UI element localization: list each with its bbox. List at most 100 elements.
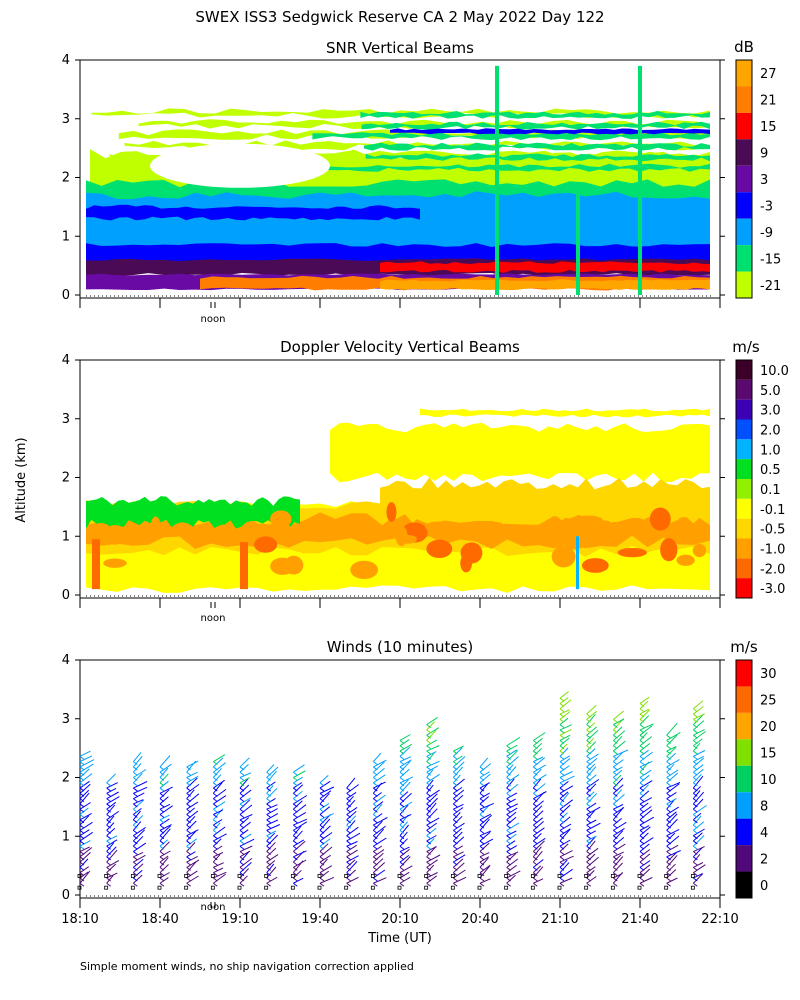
wind-barb	[666, 835, 680, 847]
colorbar-label: 20	[760, 720, 777, 735]
calm-wind-marker	[664, 874, 669, 878]
wind-barb-flag	[373, 845, 378, 850]
wind-barb	[426, 817, 440, 826]
calm-wind-marker	[157, 885, 162, 890]
wind-barb-flag	[399, 808, 405, 813]
wind-barb-flag	[373, 835, 378, 840]
wind-barb	[426, 745, 440, 752]
wind-barb-flag	[133, 787, 138, 792]
wind-barb-flag	[346, 882, 351, 887]
colorbar-label: -15	[760, 252, 781, 267]
wind-barb-flag	[293, 787, 298, 792]
wind-barb-flag	[319, 856, 325, 861]
wind-barb	[666, 844, 679, 852]
wind-barb-flag	[533, 798, 538, 803]
wind-barb-flag	[79, 808, 85, 813]
calm-wind-marker	[637, 874, 642, 878]
wind-barb	[693, 862, 704, 868]
wind-barb-flag	[613, 835, 618, 840]
doppler-patch	[426, 539, 453, 559]
wind-barb-flag	[639, 808, 645, 813]
wind-barb	[586, 853, 596, 863]
wind-barb-flag	[213, 872, 218, 877]
wind-barb-flag	[506, 766, 511, 771]
doppler-colorbar-unit: m/s	[732, 338, 760, 356]
wind-barb	[399, 824, 409, 836]
y-axis-label: Altitude (km)	[14, 437, 29, 522]
wind-barb-flag	[133, 882, 138, 887]
snr-noon-label: noon	[201, 314, 226, 325]
wind-barb	[319, 792, 330, 805]
wind-barb-flag	[373, 766, 378, 771]
wind-barb-flag	[613, 856, 618, 861]
wind-barb-flag	[533, 819, 538, 824]
wind-barb	[132, 772, 143, 784]
wind-barb-flag	[426, 729, 431, 734]
wind-barb-flag	[293, 877, 298, 882]
wind-barb-flag	[533, 851, 538, 855]
wind-barb-flag	[613, 766, 618, 771]
wind-barb-flag	[453, 771, 458, 776]
wind-barb-flag	[559, 782, 565, 787]
wind-barb-flag	[559, 766, 565, 771]
wind-barb	[426, 827, 437, 837]
wind-barb	[666, 850, 681, 858]
wind-barb-flag	[79, 782, 85, 787]
wind-barb-flag	[693, 803, 698, 808]
wind-barb	[639, 849, 651, 858]
wind-barb-flag	[79, 766, 85, 771]
wind-barb	[132, 763, 142, 773]
wind-barb-flag	[506, 787, 511, 792]
wind-barb	[479, 831, 491, 842]
wind-barb-flag	[479, 829, 485, 834]
wind-barb-flag	[559, 829, 565, 834]
wind-barb-flag	[453, 777, 458, 781]
wind-barb-flag	[559, 814, 565, 818]
wind-barb	[612, 789, 623, 799]
wind-barb-flag	[666, 861, 671, 866]
wind-barb	[586, 836, 596, 847]
wind-barb-flag	[106, 866, 111, 871]
wind-barb-flag	[533, 761, 538, 766]
wind-barb-flag	[479, 856, 485, 861]
wind-barb-flag	[293, 829, 298, 834]
wind-barb-flag	[479, 877, 485, 882]
wind-barb-flag	[506, 866, 511, 871]
wind-barb	[426, 846, 437, 858]
wind-barb	[453, 789, 465, 800]
wind-barb-flag	[133, 792, 138, 797]
wind-barb	[106, 849, 118, 863]
wind-barb	[533, 859, 544, 868]
wind-barb	[159, 877, 169, 884]
wind-barb	[586, 778, 600, 789]
wind-barb	[186, 789, 195, 799]
doppler-patch	[625, 520, 639, 536]
wind-barb-flag	[399, 792, 405, 797]
doppler-patch	[425, 521, 452, 533]
wind-barb-flag	[479, 851, 485, 855]
wind-barb-flag	[533, 824, 538, 829]
wind-barb	[399, 801, 413, 810]
wind-barb	[532, 747, 542, 757]
wind-barb-flag	[133, 840, 138, 845]
wind-barb-flag	[106, 851, 111, 855]
wind-barb	[212, 782, 223, 794]
wind-barb	[506, 851, 519, 858]
wind-barb	[666, 769, 679, 778]
wind-barb-flag	[319, 851, 325, 855]
wind-barb	[399, 856, 411, 868]
wind-barb	[132, 821, 142, 831]
x-tick-label: 21:40	[621, 912, 658, 927]
wind-barb	[692, 798, 704, 810]
wind-barb-flag	[346, 845, 351, 850]
wind-barb-flag	[373, 798, 378, 803]
wind-barb-flag	[559, 877, 565, 882]
wind-barb-flag	[159, 814, 165, 818]
calm-wind-marker	[610, 874, 615, 878]
calm-wind-marker	[237, 874, 242, 878]
wind-barb-flag	[693, 740, 698, 744]
wind-barb-flag	[506, 835, 511, 840]
wind-barb-flag	[266, 866, 271, 871]
calm-wind-marker	[584, 874, 589, 878]
snr-colorbar-unit: dB	[734, 38, 754, 56]
